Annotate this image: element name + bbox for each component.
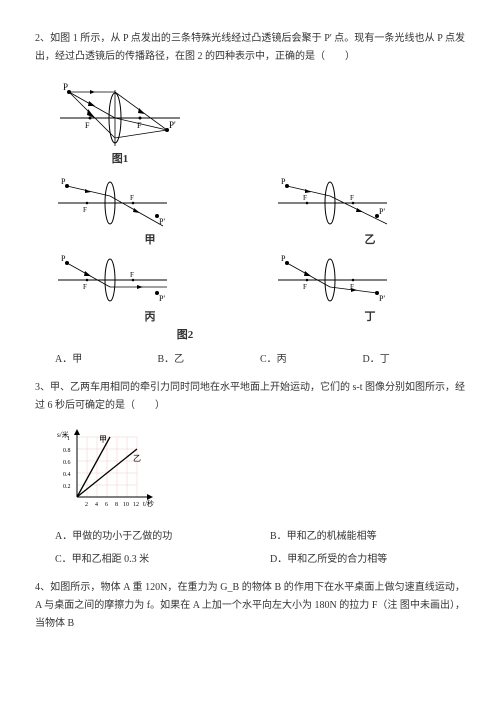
q2-options: A．甲 B．乙 C．丙 D．丁: [55, 350, 465, 365]
q3-text: 3、甲、乙两车用相同的牵引力同时同地在水平地面上开始运动，它们的 s-t 图像分…: [35, 379, 465, 415]
q3-opt-D: D．甲和乙所受的合力相等: [270, 550, 465, 565]
fig2-label: 图2: [55, 326, 315, 342]
svg-text:F: F: [83, 206, 87, 214]
q4-text: 4、如图所示，物体 A 重 120N，在重力为 G_B 的物体 B 的作用下在水…: [35, 579, 465, 633]
q3-opt-C: C．甲和乙相距 0.3 米: [55, 550, 250, 565]
svg-text:0.4: 0.4: [63, 472, 71, 478]
q2-opt-B: B．乙: [158, 350, 261, 365]
svg-text:10: 10: [123, 502, 129, 508]
q3-opt-A: A．甲做的功小于乙做的功: [55, 527, 250, 542]
sub-label-yi: 乙: [275, 231, 465, 247]
q2-opt-C: C．丙: [260, 350, 363, 365]
label-F-left: F: [85, 121, 90, 130]
subfig-bing: P F F P' 丙: [55, 253, 245, 324]
svg-text:1: 1: [67, 436, 70, 442]
svg-text:P: P: [281, 177, 286, 186]
sub-label-jia: 甲: [55, 231, 245, 247]
svg-text:P': P': [159, 294, 165, 303]
q2-opt-A: A．甲: [55, 350, 158, 365]
svg-text:F: F: [130, 194, 134, 202]
svg-text:0.6: 0.6: [63, 460, 71, 466]
svg-text:F: F: [303, 283, 307, 291]
svg-text:F: F: [130, 271, 134, 279]
q2-text: 2、如图 1 所示，从 P 点发出的三条特殊光线经过凸透镜后会聚于 P' 点。现…: [35, 30, 465, 66]
q3-chart: s/米 1 0.8 0.6 0.4 0.2 2 4 6 8 10 12 t/秒 …: [55, 427, 465, 517]
svg-text:F: F: [350, 194, 354, 202]
svg-text:4: 4: [95, 502, 98, 508]
subfig-yi: P F F P' 乙: [275, 176, 465, 247]
svg-text:F: F: [83, 283, 87, 291]
svg-text:P: P: [281, 254, 286, 263]
svg-text:12: 12: [133, 502, 139, 508]
q2-opt-D: D．丁: [363, 350, 466, 365]
svg-text:6: 6: [105, 502, 108, 508]
svg-text:8: 8: [115, 502, 118, 508]
lens-diagram-fig1: P F F P': [55, 78, 185, 148]
q2-figure1: P F F P' 图1: [55, 78, 465, 166]
fig1-label: 图1: [55, 150, 185, 166]
svg-text:P: P: [61, 177, 66, 186]
svg-text:t/秒: t/秒: [143, 499, 154, 508]
svg-text:乙: 乙: [133, 454, 141, 463]
q3-options: A．甲做的功小于乙做的功 B．甲和乙的机械能相等 C．甲和乙相距 0.3 米 D…: [55, 527, 465, 565]
svg-text:P': P': [379, 294, 385, 303]
svg-text:P': P': [379, 207, 385, 216]
q3-opt-B: B．甲和乙的机械能相等: [270, 527, 465, 542]
svg-text:0.8: 0.8: [63, 448, 71, 454]
label-F-right: F: [137, 121, 142, 130]
q2-figure2-grid: P F F P' 甲 P F F P' 乙: [55, 176, 465, 324]
svg-text:F: F: [303, 194, 307, 202]
svg-text:0.2: 0.2: [63, 484, 71, 490]
svg-text:2: 2: [85, 502, 88, 508]
sub-label-ding: 丁: [275, 308, 465, 324]
sub-label-bing: 丙: [55, 308, 245, 324]
label-P: P: [63, 82, 68, 92]
svg-text:甲: 甲: [99, 435, 107, 444]
svg-text:P: P: [61, 254, 66, 263]
subfig-ding: P F F P' 丁: [275, 253, 465, 324]
label-Pprime: P': [169, 120, 176, 130]
subfig-jia: P F F P' 甲: [55, 176, 245, 247]
